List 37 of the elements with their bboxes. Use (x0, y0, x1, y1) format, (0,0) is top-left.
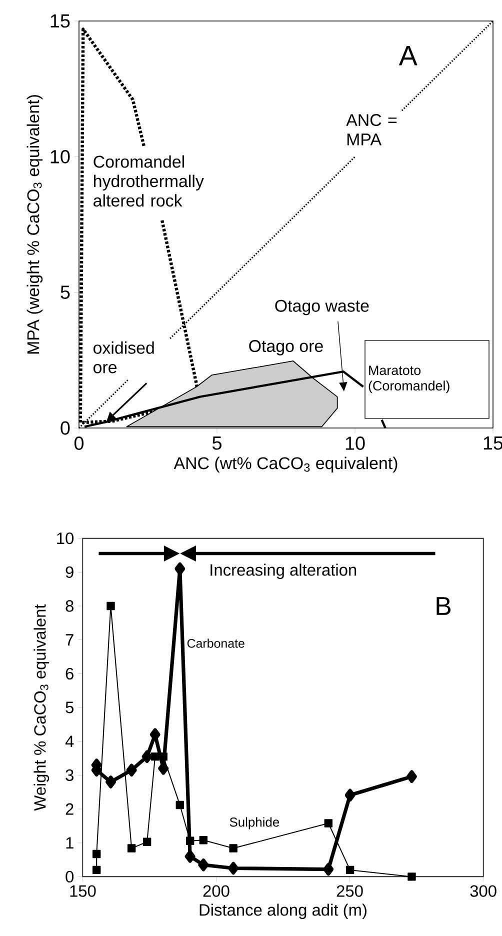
annotation: Sulphide (230, 817, 280, 830)
x-axis-title: ANC (wt% CaCO$_{3}$ equivalent) (174, 456, 398, 473)
y-tick-label: 15 (50, 14, 70, 28)
y-tick-label: 10 (57, 532, 74, 544)
y-tick-label: 5 (66, 702, 74, 714)
x-tick-label: 300 (470, 885, 496, 897)
y-tick-label: 7 (66, 634, 74, 646)
y-tick-label: 5 (60, 286, 70, 299)
y-tick-label: 1 (66, 837, 74, 849)
y-tick-label: 6 (66, 668, 74, 680)
annotation: Otago waste (275, 300, 369, 316)
y-axis-title: MPA (weight % CaCO$_{3}$ equivalent) (26, 95, 43, 354)
y-axis-title: Weight % CaCO$_{3}$ equivalent (34, 604, 50, 811)
annotation: B (436, 597, 451, 615)
annotation: Increasing alteration (210, 564, 356, 580)
annotation: Otago ore (249, 340, 323, 356)
annotation: Coromandel hydrothermally altered rock (94, 155, 204, 207)
x-tick-label: 200 (203, 885, 230, 897)
y-tick-label: 4 (65, 736, 74, 748)
annotation: A (398, 46, 418, 66)
y-tick-label: 10 (50, 150, 70, 164)
y-tick-label: 3 (66, 769, 74, 782)
y-tick-label: 2 (66, 803, 74, 815)
x-tick-label: 250 (336, 885, 363, 897)
x-tick-label: 150 (70, 885, 96, 897)
annotation: oxidised ore (94, 341, 154, 374)
x-tick-label: 0 (74, 436, 84, 450)
x-tick-label: 10 (346, 436, 365, 450)
annotation: ANC = MPA (346, 114, 397, 146)
y-tick-label: 0 (60, 421, 70, 435)
annotation: Maratoto (Coromandel) (368, 366, 450, 394)
y-tick-label: 0 (66, 870, 74, 883)
annotation: Carbonate (187, 638, 244, 648)
x-axis-title: Distance along adit (m) (200, 904, 366, 920)
y-tick-label: 8 (66, 600, 74, 612)
x-tick-label: 5 (212, 436, 222, 450)
y-tick-label: 9 (66, 566, 74, 578)
